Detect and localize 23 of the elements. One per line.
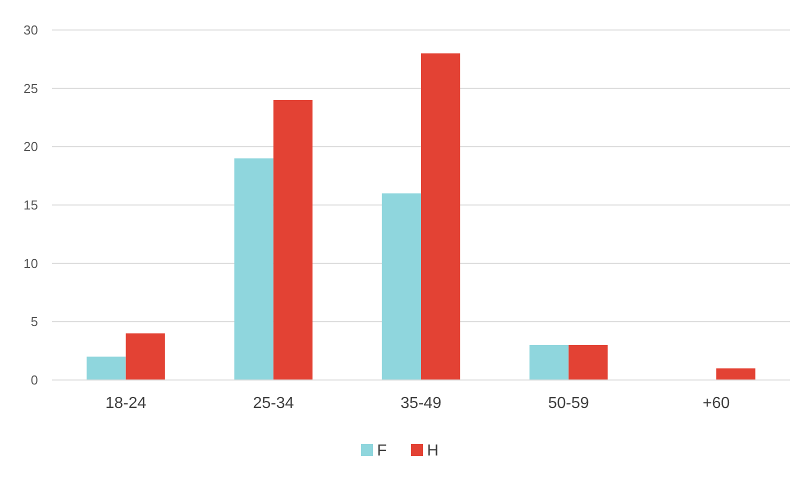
- legend-label: H: [427, 442, 439, 460]
- y-tick-label: 10: [24, 256, 38, 271]
- y-tick-label: 20: [24, 139, 38, 154]
- y-tick-label: 15: [24, 198, 38, 213]
- bar: [86, 356, 126, 380]
- bar: [382, 193, 421, 380]
- y-tick-label: 0: [30, 372, 38, 388]
- x-tick-label: 25-34: [252, 395, 294, 412]
- bar: [568, 345, 608, 380]
- bar: [126, 333, 165, 380]
- x-tick-label: 50-59: [548, 395, 590, 412]
- x-tick-label: +60: [702, 395, 730, 412]
- legend-label: F: [377, 442, 387, 460]
- y-tick-label: 30: [24, 22, 38, 38]
- y-tick-label: 5: [30, 314, 38, 330]
- x-tick-label: 35-49: [400, 395, 442, 412]
- x-tick-label: 18-24: [105, 395, 146, 412]
- bar: [716, 368, 756, 380]
- y-tick-label: 25: [24, 80, 38, 96]
- bar: [234, 158, 274, 380]
- bar: [273, 100, 313, 380]
- bar: [529, 345, 569, 380]
- bar: [421, 53, 460, 380]
